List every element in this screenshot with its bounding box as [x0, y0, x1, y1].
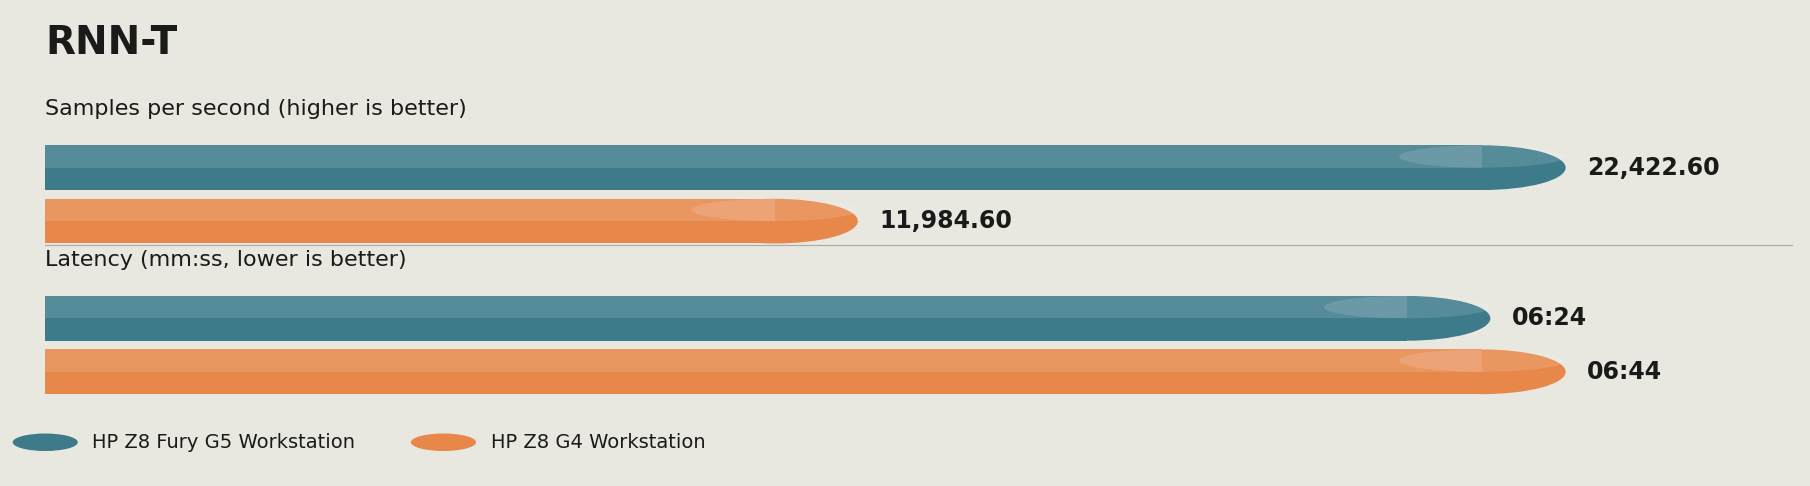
- Text: 11,984.60: 11,984.60: [880, 209, 1012, 233]
- Ellipse shape: [691, 199, 858, 221]
- Text: Samples per second (higher is better): Samples per second (higher is better): [45, 99, 467, 119]
- Bar: [45, 349, 1482, 372]
- Text: 06:44: 06:44: [1587, 360, 1663, 384]
- Ellipse shape: [1399, 349, 1566, 372]
- Bar: [45, 296, 1406, 318]
- Circle shape: [411, 434, 476, 451]
- Text: HP Z8 Fury G5 Workstation: HP Z8 Fury G5 Workstation: [92, 433, 355, 452]
- Circle shape: [13, 434, 78, 451]
- Ellipse shape: [1399, 349, 1566, 394]
- Text: 22,422.60: 22,422.60: [1587, 156, 1719, 180]
- Bar: [45, 349, 1482, 394]
- Text: 06:24: 06:24: [1511, 306, 1587, 330]
- Text: HP Z8 G4 Workstation: HP Z8 G4 Workstation: [491, 433, 706, 452]
- Text: RNN-T: RNN-T: [45, 24, 177, 62]
- Bar: [45, 145, 1482, 168]
- Bar: [45, 199, 775, 243]
- Ellipse shape: [1323, 296, 1490, 341]
- Ellipse shape: [1323, 296, 1490, 318]
- Ellipse shape: [691, 199, 858, 243]
- Bar: [45, 199, 775, 221]
- Ellipse shape: [1399, 145, 1566, 190]
- Ellipse shape: [1399, 145, 1566, 168]
- Bar: [45, 145, 1482, 190]
- Text: Latency (mm:ss, lower is better): Latency (mm:ss, lower is better): [45, 250, 407, 270]
- Bar: [45, 296, 1406, 341]
